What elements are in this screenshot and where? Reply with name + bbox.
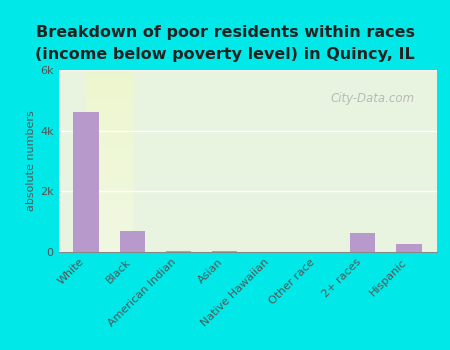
Bar [396, 244, 422, 252]
Bar [73, 112, 99, 252]
Text: Breakdown of poor residents within races: Breakdown of poor residents within races [36, 25, 414, 40]
Bar [120, 231, 145, 252]
Bar [212, 251, 237, 252]
Y-axis label: absolute numbers: absolute numbers [26, 111, 36, 211]
Text: City-Data.com: City-Data.com [331, 92, 415, 105]
Text: (income below poverty level) in Quincy, IL: (income below poverty level) in Quincy, … [35, 47, 415, 62]
Bar [166, 251, 191, 252]
Bar [350, 233, 375, 252]
